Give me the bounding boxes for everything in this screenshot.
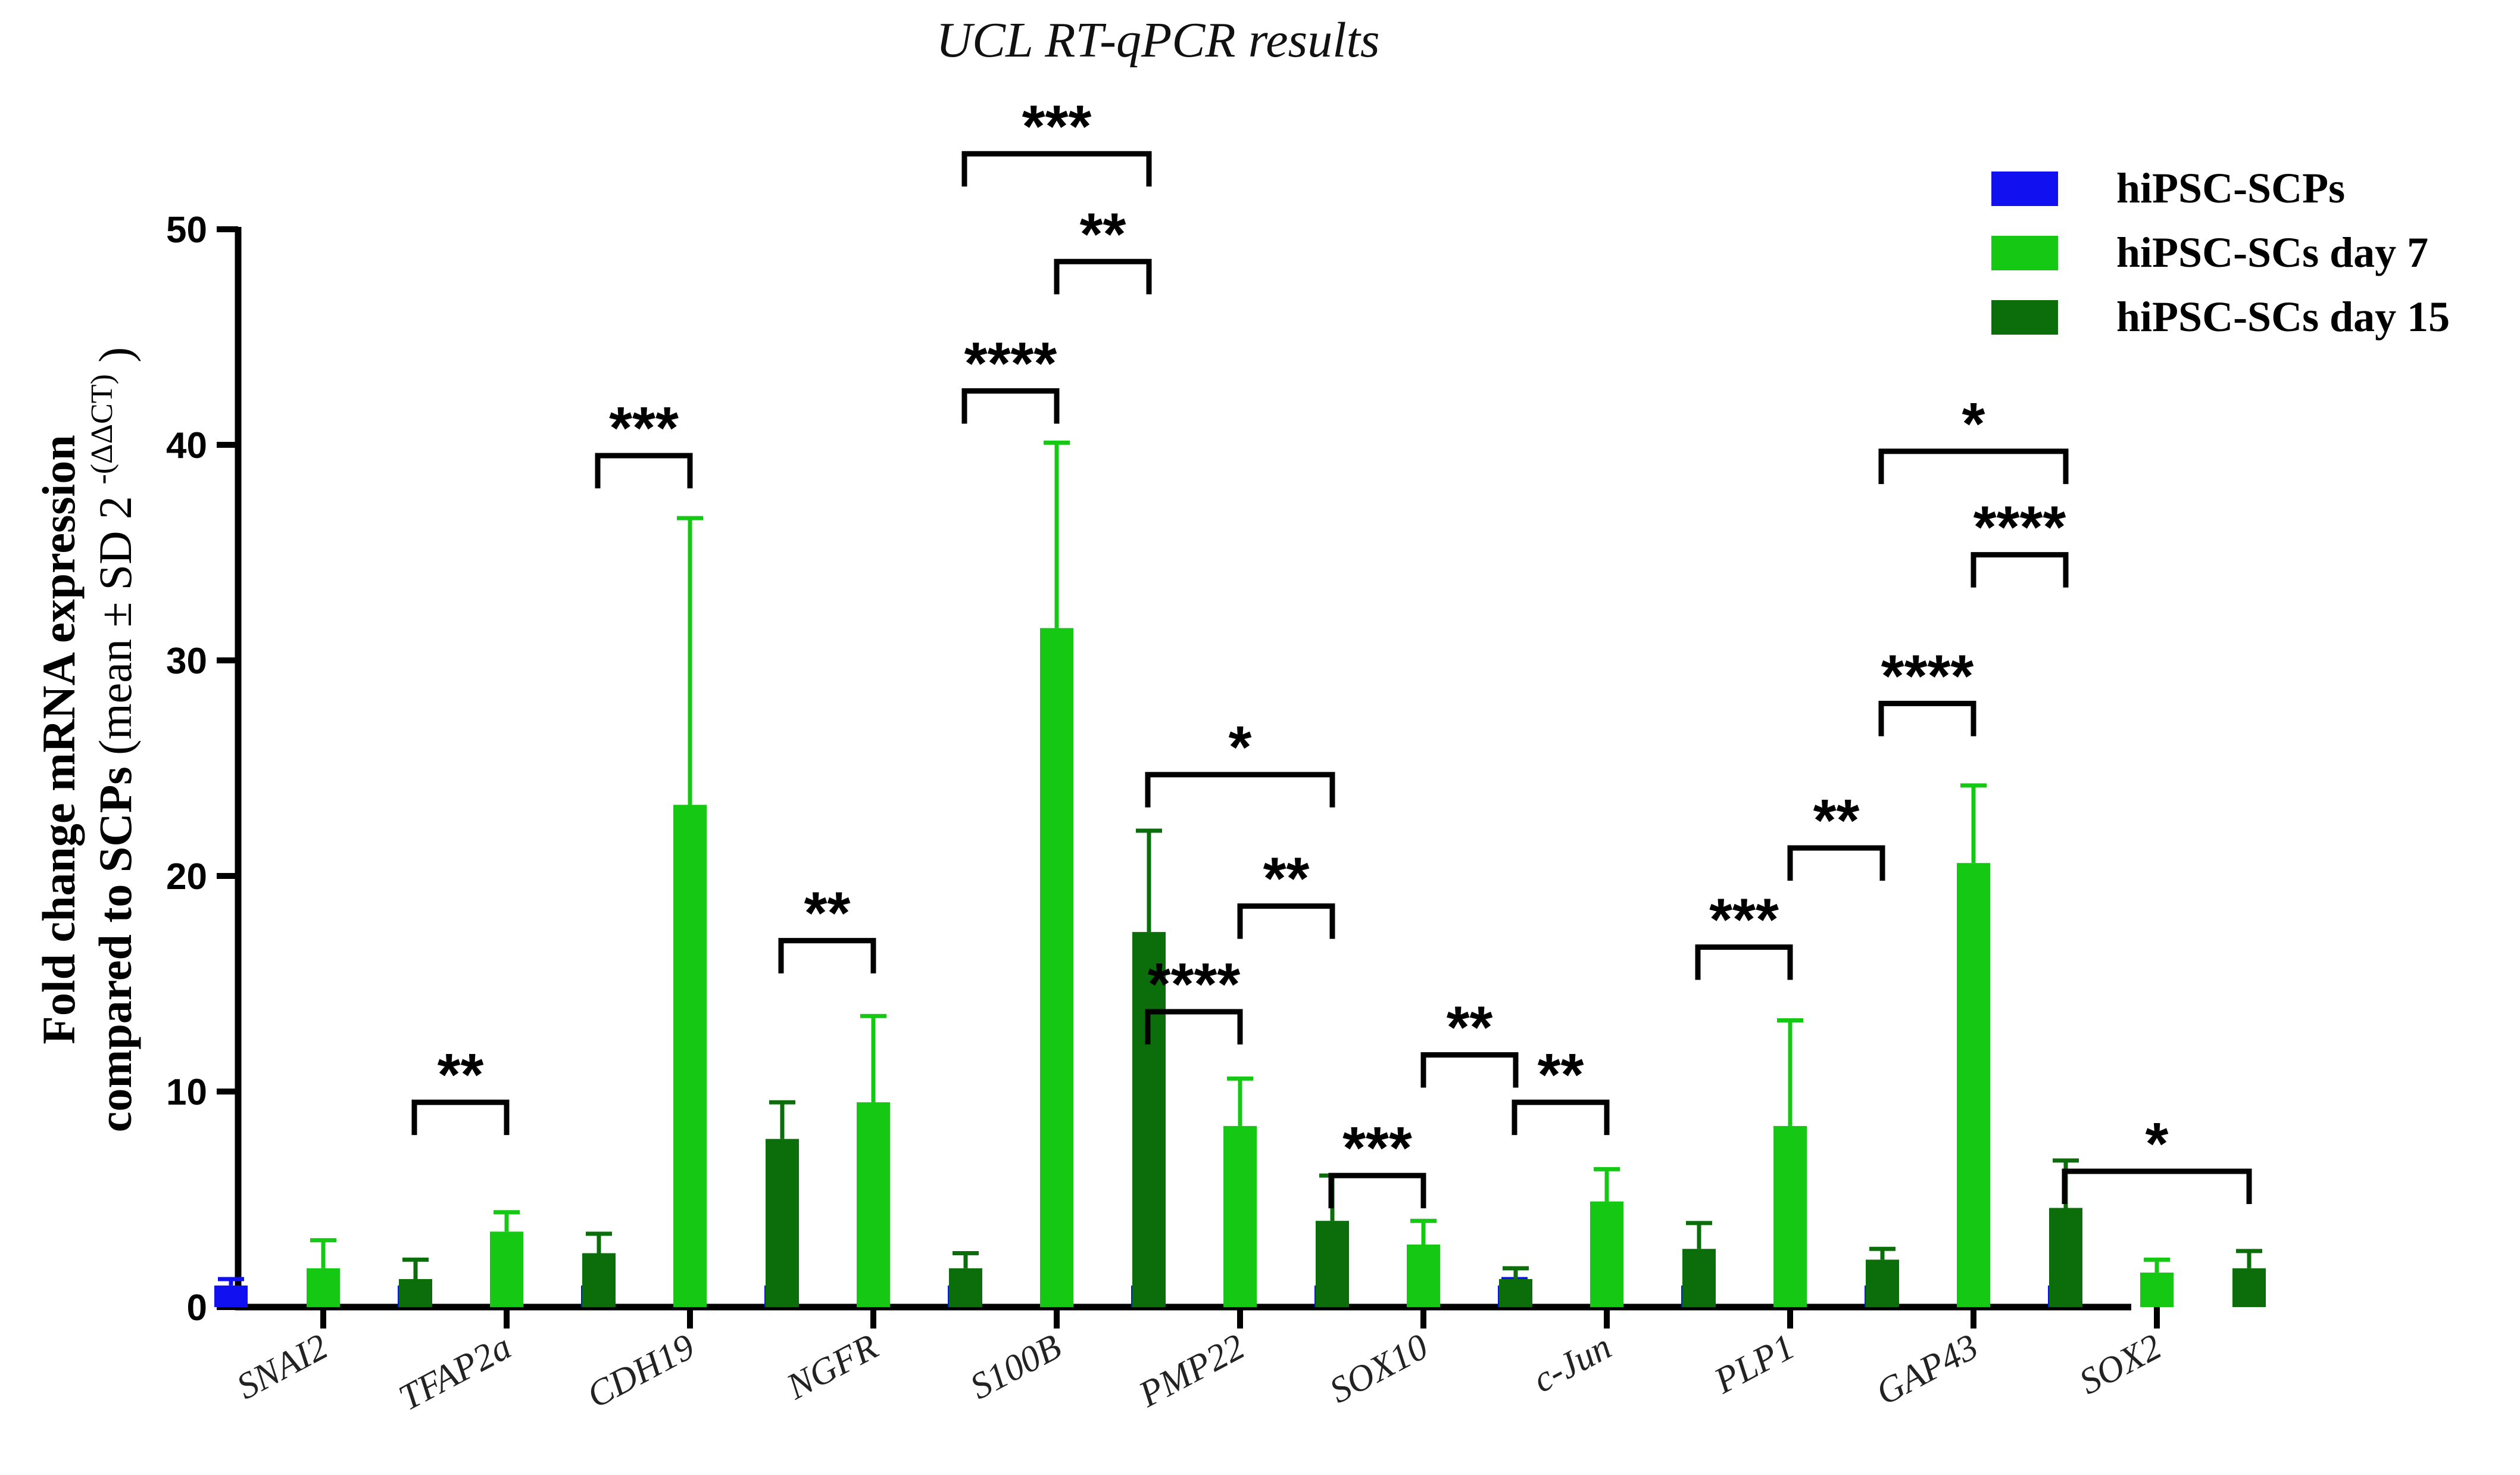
x-tick-label: SOX2 <box>2073 1326 2168 1402</box>
legend-swatch <box>1991 300 2058 335</box>
significance-bracket <box>1054 258 1152 295</box>
bar <box>490 1231 523 1307</box>
significance-label: ** <box>438 1041 484 1108</box>
x-tick-label: TFAP2a <box>392 1326 517 1418</box>
significance-bracket <box>961 388 1060 424</box>
bar <box>1499 1278 1532 1307</box>
legend: hiPSC-SCPs hiPSC-SCs day 7 hiPSC-SCs day 1… <box>1991 164 2450 341</box>
bar <box>399 1278 432 1307</box>
significance-label: ** <box>1263 846 1310 912</box>
significance-label: **** <box>1881 643 1974 709</box>
significance-bracket <box>595 453 693 489</box>
x-tick-label: PLP1 <box>1707 1326 1801 1402</box>
significance-label: *** <box>1709 886 1779 953</box>
y-tick-label: 50 <box>166 210 207 251</box>
legend-label: hiPSC-SCs day 15 <box>2116 293 2450 341</box>
significance-bracket <box>1695 944 1793 980</box>
significance-bracket <box>1145 1009 1243 1045</box>
significance-label: **** <box>1148 951 1241 1018</box>
x-tick-label: S100B <box>964 1326 1068 1407</box>
y-tick-label: 10 <box>166 1072 207 1113</box>
significance-label: * <box>2146 1111 2169 1177</box>
significance-bracket <box>1237 903 1335 939</box>
x-tick-label: NGFR <box>780 1326 885 1408</box>
y-tick-label: 0 <box>187 1287 207 1329</box>
significance-label: *** <box>1342 1115 1412 1181</box>
significance-label: ** <box>1538 1041 1584 1108</box>
legend-label: hiPSC-SCs day 7 <box>2116 229 2428 276</box>
bar <box>857 1102 890 1307</box>
significance-label: ** <box>1080 201 1126 267</box>
bar <box>1407 1245 1440 1307</box>
bar <box>1773 1125 1807 1307</box>
significance-label: ** <box>1813 787 1860 854</box>
significance-label: * <box>1229 714 1252 781</box>
y-tick-label: 20 <box>166 856 207 897</box>
bar <box>949 1268 982 1307</box>
bar <box>582 1253 616 1307</box>
bar <box>1590 1201 1623 1307</box>
bar <box>1866 1259 1899 1307</box>
bar <box>1132 932 1166 1307</box>
x-tick-label: c-Jun <box>1526 1326 1617 1401</box>
legend-label: hiPSC-SCPs <box>2116 164 2345 212</box>
significance-bracket <box>1787 845 1885 881</box>
significance-bracket <box>961 151 1152 187</box>
chart-title: UCL RT-qPCR results <box>936 13 1379 68</box>
significance-label: *** <box>609 395 679 461</box>
legend-swatch <box>1991 236 2058 270</box>
bar <box>1040 628 1073 1307</box>
bar <box>1957 863 1990 1307</box>
bar <box>2049 1208 2082 1307</box>
legend-swatch <box>1991 171 2058 206</box>
bar <box>1223 1125 1257 1307</box>
bar <box>1316 1221 1349 1307</box>
significance-bracket <box>778 938 876 974</box>
significance-bracket <box>1512 1099 1610 1136</box>
significance-label: ** <box>804 880 851 947</box>
bar <box>214 1285 248 1307</box>
significance-label: **** <box>1973 494 2066 561</box>
bar <box>307 1268 340 1307</box>
y-axis-label-line2: compared to SCPs (mean ± SD 2 -(ΔΔCT) ) <box>70 347 141 1133</box>
x-tick-label: GAP43 <box>1869 1326 1984 1413</box>
y-axis-label-line1: Fold change mRNA expression <box>33 435 85 1044</box>
bar <box>766 1139 799 1307</box>
bar <box>2232 1268 2266 1307</box>
significance-label: *** <box>1022 93 1092 160</box>
bar <box>673 804 707 1307</box>
significance-bracket <box>1145 772 1335 807</box>
bar <box>1682 1249 1716 1307</box>
plot-area: 0 10 20 30 40 50 SNAI2 TFAP2a CDH19 NGFR S100B PMP2… <box>166 93 2266 1418</box>
x-tick-label: SOX10 <box>1323 1326 1435 1411</box>
significance-bracket <box>1328 1172 1426 1209</box>
y-axis-label: Fold change mRNA expression compared to … <box>33 347 141 1133</box>
x-tick-label: SNAI2 <box>230 1326 335 1407</box>
significance-bracket <box>1420 1052 1519 1088</box>
y-tick-label: 30 <box>166 641 207 682</box>
x-tick-label: CDH19 <box>580 1326 701 1416</box>
significance-bracket <box>1971 552 2069 588</box>
significance-bracket <box>2062 1168 2252 1204</box>
y-tick-label: 40 <box>166 425 207 466</box>
significance-bracket <box>1878 448 2069 484</box>
x-tick-label: PMP22 <box>1132 1326 1251 1415</box>
significance-label: * <box>1962 391 1985 457</box>
bar <box>2140 1273 2174 1307</box>
significance-bracket <box>411 1099 510 1136</box>
significance-bracket <box>1878 700 1976 737</box>
significance-label: **** <box>964 330 1057 397</box>
significance-label: ** <box>1447 994 1493 1061</box>
